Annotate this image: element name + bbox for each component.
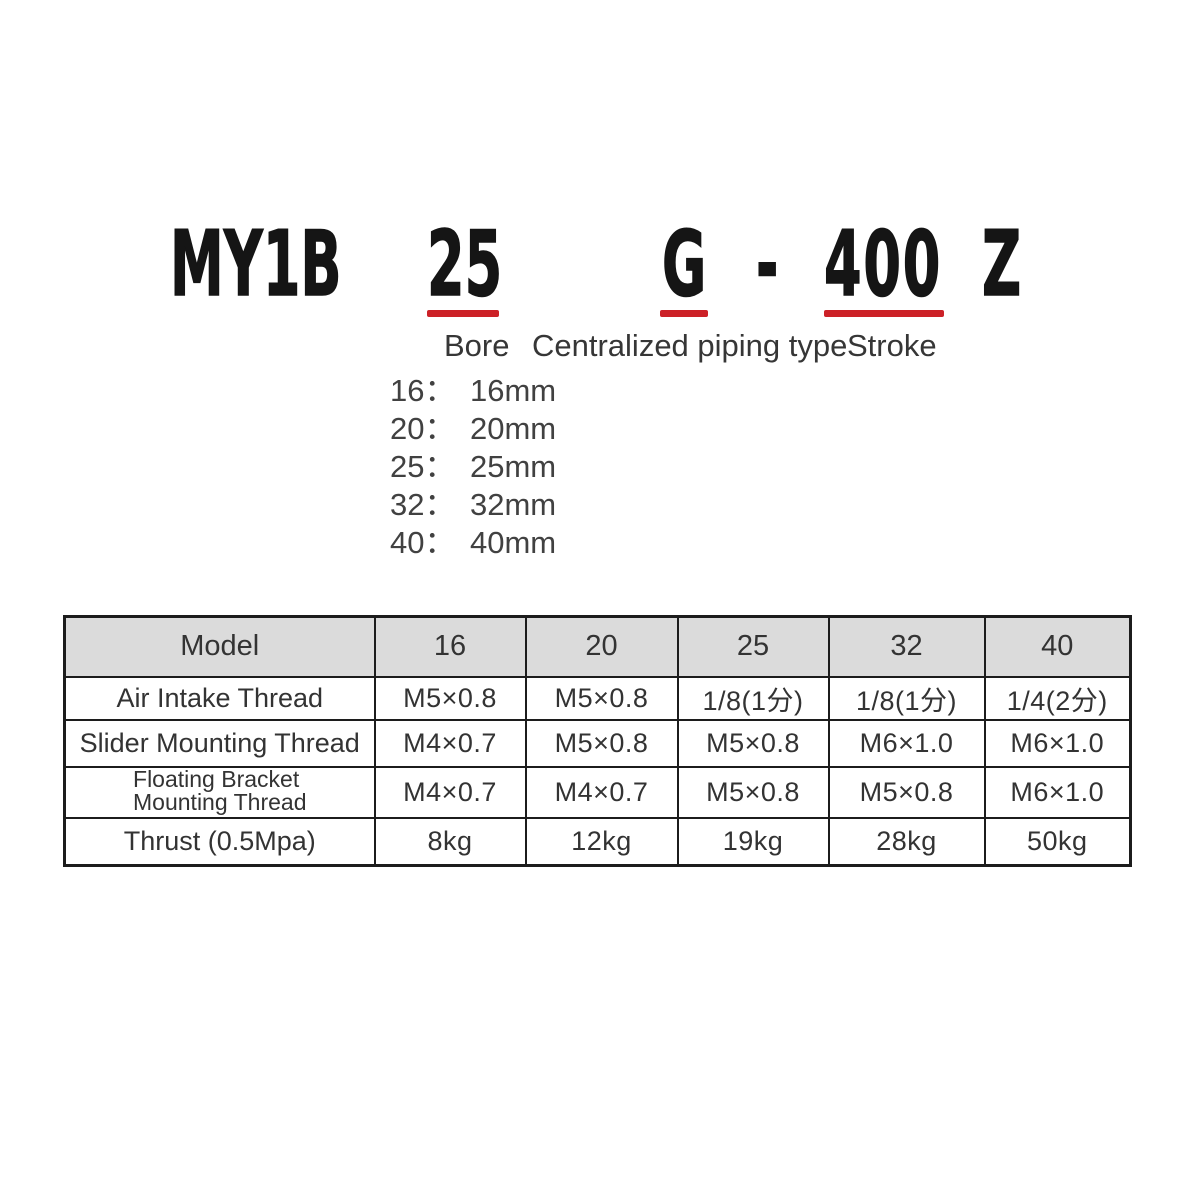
- bore-option-value: 25mm: [470, 449, 557, 484]
- bore-option-value: 32mm: [470, 487, 557, 522]
- bore-option-code: 32：: [390, 487, 456, 522]
- spec-table: Model 16 20 25 32 40 Air Intake Thread M…: [63, 615, 1132, 867]
- table-row-slider-mounting-thread: Slider Mounting Thread M4×0.7 M5×0.8 M5×…: [63, 718, 1132, 768]
- cell-value: 1/8(1分): [676, 675, 830, 721]
- cell-value: 28kg: [827, 816, 986, 867]
- model-code-bore: 25: [427, 212, 503, 317]
- header-25: 25: [676, 615, 830, 678]
- red-underline-bore: [427, 310, 499, 317]
- red-underline-piping: [660, 310, 708, 317]
- red-underline-stroke: [824, 310, 944, 317]
- header-32: 32: [827, 615, 986, 678]
- cell-value: 12kg: [524, 816, 679, 867]
- cell-value: 8kg: [373, 816, 527, 867]
- header-model: Model: [63, 615, 376, 678]
- model-code-stroke: 400: [824, 212, 943, 317]
- bore-option-code: 25：: [390, 449, 456, 484]
- cell-value: M5×0.8: [524, 675, 679, 721]
- row-label: Thrust (0.5Mpa): [63, 816, 376, 867]
- bore-option-value: 16mm: [470, 373, 557, 408]
- model-code-suffix: Z: [982, 212, 1022, 317]
- bore-option-code: 16：: [390, 373, 456, 408]
- cell-value: M5×0.8: [827, 765, 986, 819]
- cell-value: M4×0.7: [524, 765, 679, 819]
- model-code-piping: G: [662, 212, 707, 317]
- row-label: Floating Bracket Mounting Thread: [133, 766, 307, 815]
- label-stroke: Stroke: [847, 328, 937, 363]
- model-code-family: MY1B: [170, 212, 342, 317]
- cell-value: M6×1.0: [827, 718, 986, 768]
- model-code-separator: -: [756, 212, 779, 317]
- row-label-line2: Mounting Thread: [133, 788, 307, 815]
- table-row-air-intake-thread: Air Intake Thread M5×0.8 M5×0.8 1/8(1分) …: [63, 675, 1132, 721]
- cell-value: M5×0.8: [524, 718, 679, 768]
- table-row-floating-bracket-mounting-thread: Floating Bracket Mounting Thread M4×0.7 M…: [63, 765, 1132, 819]
- bore-option-value: 20mm: [470, 411, 557, 446]
- bore-option: 20： 20mm: [390, 410, 556, 448]
- label-bore: Bore: [444, 328, 510, 363]
- cell-value: M5×0.8: [676, 765, 830, 819]
- row-label-line1: Floating Bracket: [133, 766, 300, 792]
- spec-table-header-row: Model 16 20 25 32 40: [63, 615, 1132, 678]
- cell-value: M6×1.0: [983, 718, 1132, 768]
- cell-value: M5×0.8: [676, 718, 830, 768]
- cell-value: M6×1.0: [983, 765, 1132, 819]
- bore-option-value: 40mm: [470, 525, 557, 560]
- cell-value: M5×0.8: [373, 675, 527, 721]
- label-piping-type: Centralized piping type: [532, 328, 848, 363]
- row-label: Slider Mounting Thread: [63, 718, 376, 768]
- cell-value: M4×0.7: [373, 765, 527, 819]
- table-row-thrust: Thrust (0.5Mpa) 8kg 12kg 19kg 28kg 50kg: [63, 816, 1132, 867]
- cell-value: 1/8(1分): [827, 675, 986, 721]
- cell-value: 50kg: [983, 816, 1132, 867]
- bore-option: 40： 40mm: [390, 524, 556, 562]
- cell-value: M4×0.7: [373, 718, 527, 768]
- bore-option-code: 40：: [390, 525, 456, 560]
- header-16: 16: [373, 615, 527, 678]
- cell-value: 19kg: [676, 816, 830, 867]
- header-20: 20: [524, 615, 679, 678]
- bore-size-legend: 16： 16mm 20： 20mm 25： 25mm 32： 32mm 40： …: [390, 372, 556, 562]
- cell-value: 1/4(2分): [983, 675, 1132, 721]
- row-label: Air Intake Thread: [63, 675, 376, 721]
- bore-option: 16： 16mm: [390, 372, 556, 410]
- header-40: 40: [983, 615, 1132, 678]
- bore-option: 25： 25mm: [390, 448, 556, 486]
- bore-option-code: 20：: [390, 411, 456, 446]
- bore-option: 32： 32mm: [390, 486, 556, 524]
